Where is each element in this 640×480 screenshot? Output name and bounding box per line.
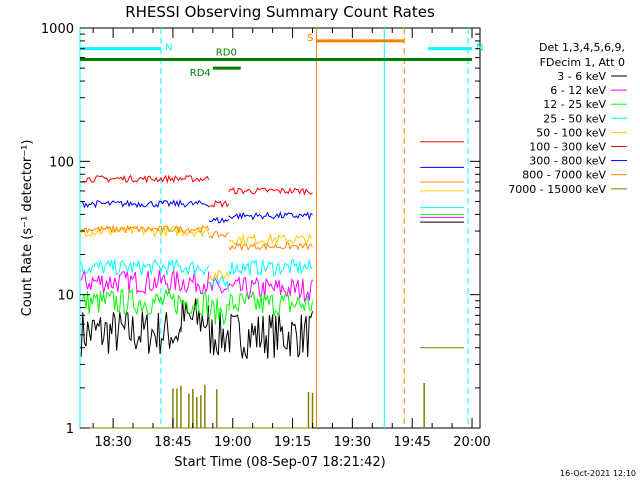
- x-axis-label: Start Time (08-Sep-07 18:21:42): [174, 455, 385, 470]
- series-line-5-1: [208, 200, 230, 209]
- footer-timestamp: 16-Oct-2021 12:10: [560, 469, 636, 478]
- state-bar-label-0: N: [165, 43, 172, 54]
- x-tick-label-2: 19:00: [214, 435, 251, 450]
- y-tick-label-2: 100: [49, 155, 74, 170]
- legend-label-1: 6 - 12 keV: [550, 84, 606, 97]
- legend-label-2: 12 - 25 keV: [543, 98, 606, 111]
- legend-header-2: FDecim 1, Att 0: [540, 56, 625, 69]
- series-line-0-1: [180, 298, 210, 333]
- legend-label-5: 100 - 300 keV: [529, 141, 606, 154]
- series-line-4-0: [80, 224, 210, 238]
- x-tick-label-6: 20:00: [453, 435, 490, 450]
- legend-label-3: 25 - 50 keV: [543, 112, 606, 125]
- series-line-7-0: [80, 224, 210, 235]
- plot-frame: [79, 27, 481, 429]
- legend-label-0: 3 - 6 keV: [557, 70, 606, 83]
- legend-label-6: 300 - 800 keV: [529, 155, 606, 168]
- legend-header-1: Det 1,3,4,5,6,9,: [539, 41, 625, 54]
- legend-label-8: 7000 - 15000 keV: [508, 183, 606, 196]
- series-line-5-2: [228, 186, 313, 196]
- series-line-6-2: [228, 210, 313, 221]
- series-line-3-1: [208, 275, 230, 292]
- series-line-4-1: [208, 269, 230, 282]
- chart-title: RHESSI Observing Summary Count Rates: [125, 3, 435, 21]
- series-line-7-2: [228, 242, 313, 252]
- series-line-7-1: [208, 231, 229, 240]
- series-line-6-0: [80, 199, 210, 209]
- state-bar-label-2: S: [307, 33, 313, 44]
- axes: 1 10 100 1000 18:30 18:45 19:00 19:15 19:30 19:45…: [41, 22, 491, 450]
- series-line-0-2: [208, 310, 313, 359]
- state-bar-label-5: RD0: [216, 48, 237, 59]
- series-line-1-0: [80, 269, 210, 295]
- series-line-0-0: [80, 311, 182, 357]
- series-line-3-0: [80, 258, 210, 276]
- x-tick-label-4: 19:30: [334, 435, 371, 450]
- series-line-2-0: [81, 287, 210, 317]
- series-line-3-2: [228, 258, 313, 277]
- series-line-4-2: [228, 232, 313, 247]
- plot-area: NNSRD4RD0: [79, 28, 484, 429]
- y-axis-label: Count Rate (s⁻¹ detector⁻¹): [20, 140, 35, 317]
- x-tick-label-0: 18:30: [94, 435, 131, 450]
- series-line-6-1: [208, 216, 230, 224]
- legend-label-7: 800 - 7000 keV: [522, 169, 606, 182]
- y-tick-label-3: 1000: [41, 22, 74, 37]
- series-line-2-1: [208, 298, 229, 326]
- y-tick-label-0: 1: [66, 422, 74, 437]
- series-line-5-0: [81, 174, 210, 184]
- x-tick-label-1: 18:45: [154, 435, 191, 450]
- state-bar-label-4: RD4: [190, 68, 211, 79]
- series-line-2-2: [228, 291, 313, 317]
- y-tick-label-1: 10: [57, 289, 74, 304]
- legend: Det 1,3,4,5,6,9, FDecim 1, Att 0 3 - 6 k…: [508, 41, 627, 196]
- x-tick-label-5: 19:45: [393, 435, 430, 450]
- x-tick-label-3: 19:15: [274, 435, 311, 450]
- legend-label-4: 50 - 100 keV: [536, 126, 606, 139]
